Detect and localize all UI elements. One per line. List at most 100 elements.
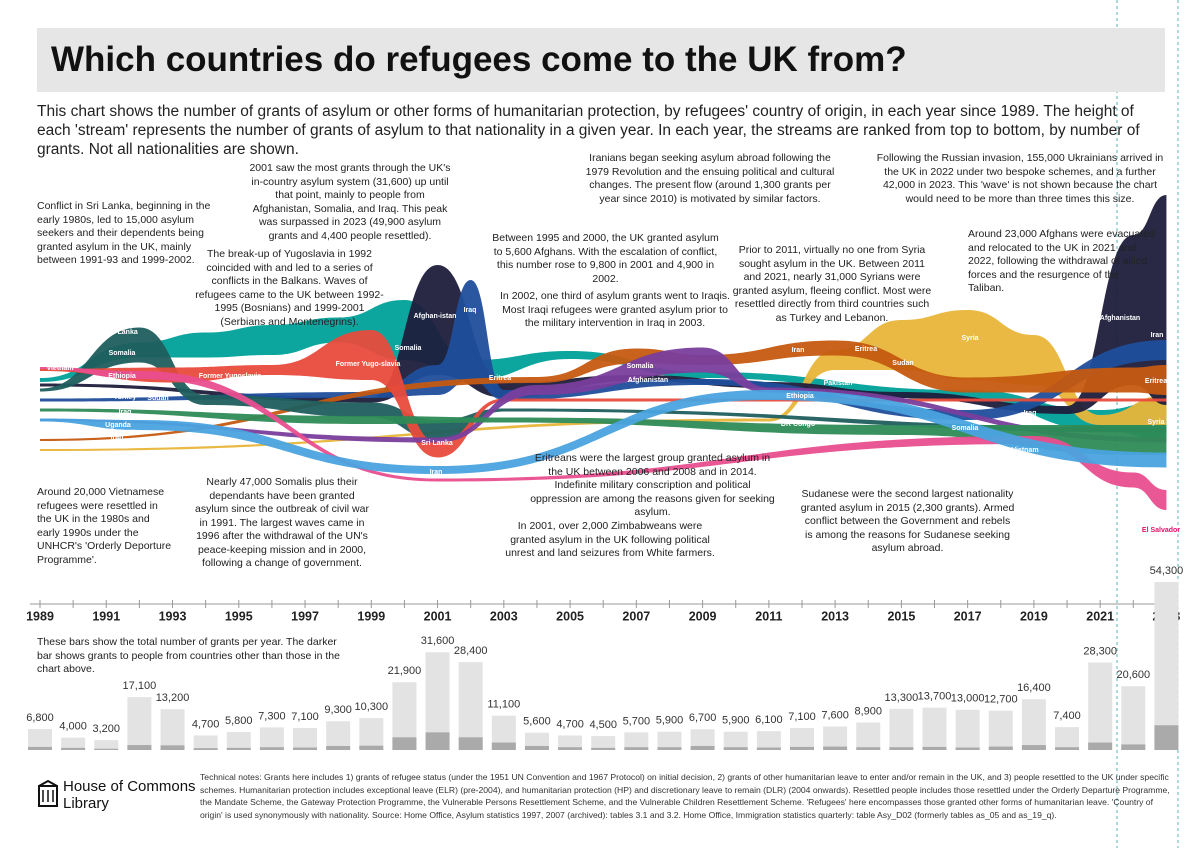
bar [690, 729, 715, 750]
stream-label: Iraq [1024, 410, 1037, 417]
bar [823, 746, 848, 750]
bar [1055, 727, 1080, 750]
title-box: Which countries do refugees come to the … [37, 28, 1165, 92]
bar [922, 707, 947, 750]
bar [955, 747, 980, 750]
bar [789, 728, 814, 750]
value-label: 28,300 [1083, 645, 1117, 657]
annotation: Between 1995 and 2000, the UK granted as… [492, 232, 719, 285]
bar [61, 747, 86, 750]
x-tick-label: 1993 [159, 609, 187, 623]
intro: This chart shows the number of grants of… [37, 103, 1140, 158]
x-tick-label: 2011 [755, 609, 782, 623]
bar [226, 747, 251, 750]
bar [94, 748, 119, 750]
x-tick-label: 2003 [490, 609, 518, 623]
bar [657, 731, 682, 750]
stream-label: Somalia [109, 350, 136, 357]
x-tick-label: 1995 [225, 609, 253, 623]
value-label: 16,400 [1017, 682, 1051, 694]
stream-label: Iraq [119, 409, 132, 416]
bar [723, 731, 748, 750]
value-label: 31,600 [421, 635, 455, 647]
annotation: Around 20,000 Vietnamese refugees were r… [37, 486, 172, 566]
stream [40, 300, 1167, 440]
stream [40, 327, 1167, 440]
bar [1154, 582, 1179, 750]
stream-label: Iran [111, 434, 124, 441]
stream-label: Somalia [395, 345, 422, 352]
bar [293, 728, 318, 750]
bar [293, 747, 318, 750]
x-tick-label: 2019 [1020, 609, 1048, 623]
value-label: 5,800 [225, 715, 253, 727]
bar [127, 697, 152, 750]
stream-label: Vietnam [1011, 447, 1038, 454]
value-label: 5,700 [623, 715, 651, 727]
annotation: Sudanese were the second largest nationa… [800, 488, 1015, 554]
value-label: 4,500 [589, 719, 617, 731]
stream-label: Sudan [892, 360, 913, 367]
stream-label: Sierra Leone [412, 457, 455, 464]
x-tick-label: 2021 [1086, 609, 1114, 623]
bar [591, 747, 616, 750]
bar [1055, 747, 1080, 750]
stream-label: Syria [961, 335, 978, 342]
value-label: 7,400 [1053, 710, 1081, 722]
stream-label: Iraq [464, 307, 477, 314]
stream-label: Iran [430, 469, 443, 476]
stream-label: Afghanistan [1100, 315, 1140, 322]
bar [789, 746, 814, 750]
x-tick-label: 2009 [689, 609, 717, 623]
annotation: 2001 saw the most grants through the UK'… [249, 162, 451, 242]
value-label: 4,000 [59, 721, 87, 733]
value-label: 6,700 [689, 712, 717, 724]
bar [326, 721, 351, 750]
bar [226, 732, 251, 750]
stream-label: Pakistan [824, 380, 853, 387]
value-label: 7,300 [258, 710, 286, 722]
bar [160, 709, 185, 750]
bar [160, 745, 185, 750]
stream-label: Somalia [627, 363, 654, 370]
bar [624, 732, 649, 750]
annotation: Nearly 47,000 Somalis plus their dependa… [195, 476, 369, 569]
x-tick-label: 1989 [26, 609, 54, 623]
bar [127, 745, 152, 750]
stream-label: Iran [792, 347, 805, 354]
stream-label: Sri Lanka [421, 440, 453, 447]
stream [40, 408, 1167, 455]
bar [359, 718, 384, 750]
stream-label: DR Congo [430, 483, 464, 490]
x-tick-label: 2001 [424, 609, 452, 623]
bar [756, 731, 781, 750]
streams [40, 195, 1167, 510]
bar [392, 737, 417, 750]
stream-label: Afghan-istan [414, 313, 457, 320]
value-label: 9,300 [324, 704, 352, 716]
bar [657, 747, 682, 750]
stream-label: Vietnam [46, 365, 73, 372]
bar [856, 747, 881, 750]
bar [823, 726, 848, 750]
bar [723, 747, 748, 750]
bar [193, 748, 218, 750]
x-tick-label: 2017 [954, 609, 982, 623]
annotation: Prior to 2011, virtually no one from Syr… [732, 244, 932, 324]
value-label: 13,200 [156, 692, 190, 704]
stream-label: Turkey [114, 394, 137, 401]
value-label: 10,300 [354, 701, 388, 713]
annotation: Eritreans were the largest group granted… [530, 452, 775, 518]
x-tick-label: 2015 [887, 609, 915, 623]
bar [988, 746, 1013, 750]
bar [61, 737, 86, 750]
stream [40, 310, 1167, 451]
value-label: 28,400 [454, 645, 488, 657]
bars-note: These bars show the total number of gran… [37, 636, 340, 675]
bar [94, 740, 119, 750]
bar [624, 747, 649, 750]
value-label: 3,200 [92, 723, 120, 735]
stream-label: El Salvador [1142, 527, 1180, 534]
x-tick-label: 2013 [821, 609, 849, 623]
